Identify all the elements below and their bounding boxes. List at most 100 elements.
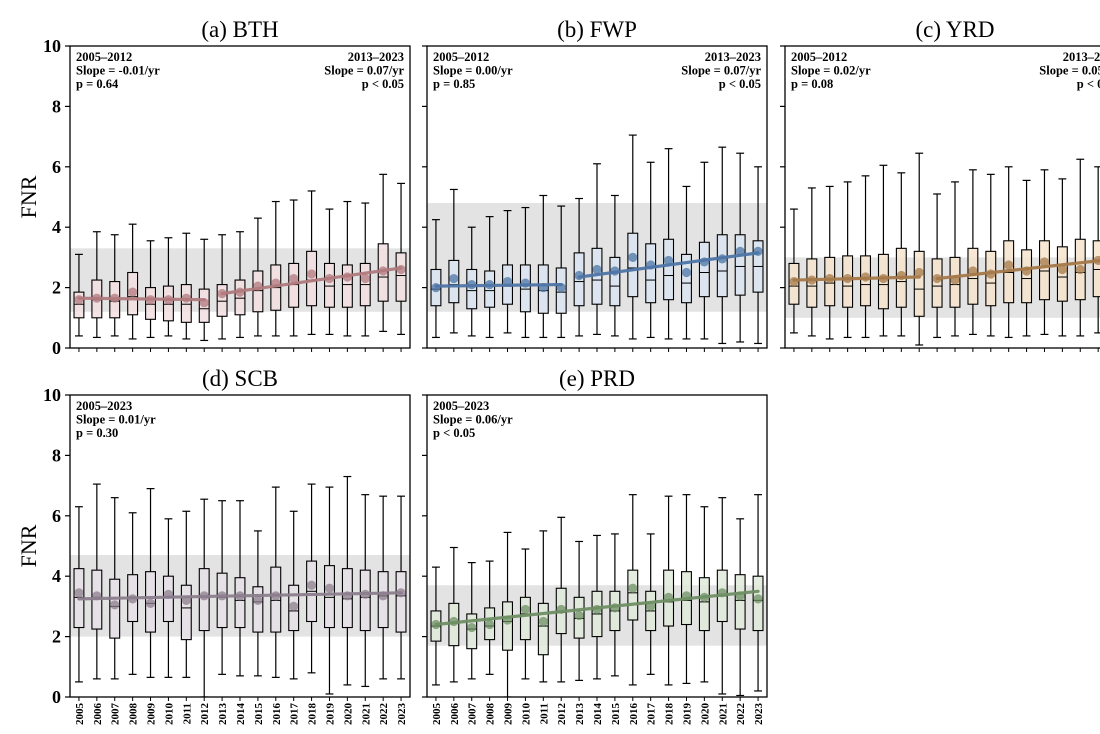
mean-point-2007 (467, 622, 477, 633)
trend-line-2 (220, 266, 403, 296)
box-iqr (698, 577, 710, 632)
x-tick-label: 2011 (181, 703, 193, 724)
mean-point-2019 (1039, 257, 1050, 267)
panel-title: (d) SCB (202, 366, 278, 391)
mean-point-2021 (717, 254, 727, 264)
mean-point-2022 (378, 591, 388, 601)
mean-point-2014 (592, 604, 602, 615)
x-tick-label: 2023 (753, 703, 765, 726)
mean-point-2009 (860, 272, 871, 282)
annotation-2-line-1: 2013–2023 (348, 50, 404, 64)
box-2018 (663, 148, 675, 340)
mean-point-2022 (378, 266, 388, 276)
mean-point-2012 (199, 591, 209, 601)
mean-point-2013 (574, 610, 584, 621)
mean-point-2006 (92, 591, 102, 601)
mean-point-2005 (431, 283, 441, 293)
panel-plot-area (785, 152, 1100, 346)
box-iqr (324, 565, 335, 629)
box-2014 (234, 231, 246, 339)
box-iqr (502, 601, 513, 651)
box-2008 (127, 223, 139, 340)
box-2012 (555, 516, 567, 683)
box-2015 (609, 194, 621, 337)
box-2009 (145, 488, 156, 678)
box-2011 (537, 530, 549, 683)
mean-point-2009 (145, 295, 156, 305)
box-iqr (324, 262, 335, 308)
y-axis-label: FNR (16, 175, 41, 218)
box-2022 (734, 518, 746, 697)
box-iqr (645, 243, 657, 304)
annotation-1-line-1: 2005–2012 (791, 50, 847, 64)
annotation-1-line-1: 2005–2012 (76, 50, 132, 64)
mean-point-2014 (235, 591, 245, 601)
box-2016 (627, 494, 639, 686)
mean-point-2012 (199, 298, 209, 308)
annotation-1-line-3: p = 0.30 (76, 426, 118, 440)
box-2018 (663, 495, 675, 686)
box-2020 (698, 161, 710, 340)
mean-point-2019 (324, 583, 335, 593)
y-tick-label: 0 (52, 687, 61, 707)
mean-point-2010 (163, 295, 174, 305)
box-2015 (252, 530, 264, 677)
box-iqr (627, 569, 639, 621)
panel-plot-area (427, 134, 767, 345)
box-iqr (341, 264, 353, 308)
x-tick-label: 2020 (342, 703, 354, 726)
mean-point-2021 (717, 588, 727, 598)
mean-point-2015 (253, 595, 263, 605)
mean-point-2006 (807, 275, 817, 285)
mean-point-2010 (163, 589, 174, 599)
y-tick-label: 8 (52, 96, 61, 116)
mean-point-2011 (538, 616, 548, 627)
panel-5: (e) PRD 2005 2006 2007 2008 2009 2010 2011 2012 2… (422, 366, 768, 726)
mean-point-2014 (950, 275, 960, 285)
box-iqr (1092, 240, 1100, 298)
mean-point-2011 (181, 595, 191, 605)
mean-point-2008 (485, 279, 495, 290)
annotation-1-line-3: p = 0.85 (433, 77, 475, 91)
x-tick-label: 2014 (592, 703, 604, 726)
box-iqr (716, 234, 728, 298)
mean-point-2017 (646, 260, 656, 270)
box-iqr (681, 253, 692, 304)
x-tick-label: 2023 (396, 703, 408, 726)
annotation-1-line-2: Slope = -0.01/yr (76, 64, 160, 78)
box-2009 (502, 531, 513, 697)
annotation-2-line-3: p < 0.05 (1077, 77, 1100, 91)
x-tick-label: 2010 (520, 703, 532, 726)
y-tick-label: 6 (52, 506, 61, 526)
box-2016 (270, 486, 282, 678)
x-tick-label: 2019 (681, 703, 693, 726)
mean-point-2007 (825, 273, 835, 284)
box-2022 (734, 152, 746, 343)
annotation-1-line-2: Slope = 0.06/yr (433, 413, 513, 427)
x-tick-label: 2005 (431, 703, 443, 726)
y-axis-label: FNR (16, 524, 41, 567)
x-tick-label: 2011 (538, 703, 550, 724)
mean-point-2018 (306, 269, 317, 279)
mean-point-2013 (574, 270, 584, 281)
panel-plot-area (70, 475, 410, 697)
mean-point-2017 (1004, 260, 1014, 270)
x-tick-label: 2006 (92, 703, 104, 726)
panel-title: (b) FWP (557, 17, 637, 42)
mean-point-2022 (735, 246, 745, 256)
mean-point-2021 (360, 273, 370, 284)
annotation-2-line-3: p < 0.05 (719, 77, 761, 91)
y-tick-label: 8 (52, 445, 61, 465)
x-tick-label: 2016 (628, 703, 640, 726)
x-tick-label: 2012 (556, 703, 568, 726)
box-iqr (216, 284, 228, 317)
panel-title: (a) BTH (201, 17, 278, 42)
mean-point-2011 (896, 270, 906, 281)
mean-point-2013 (217, 591, 227, 601)
mean-point-2017 (289, 601, 299, 612)
x-tick-label: 2013 (217, 703, 229, 726)
x-tick-label: 2014 (235, 703, 247, 726)
mean-point-2020 (699, 592, 709, 602)
mean-point-2021 (1075, 264, 1085, 275)
